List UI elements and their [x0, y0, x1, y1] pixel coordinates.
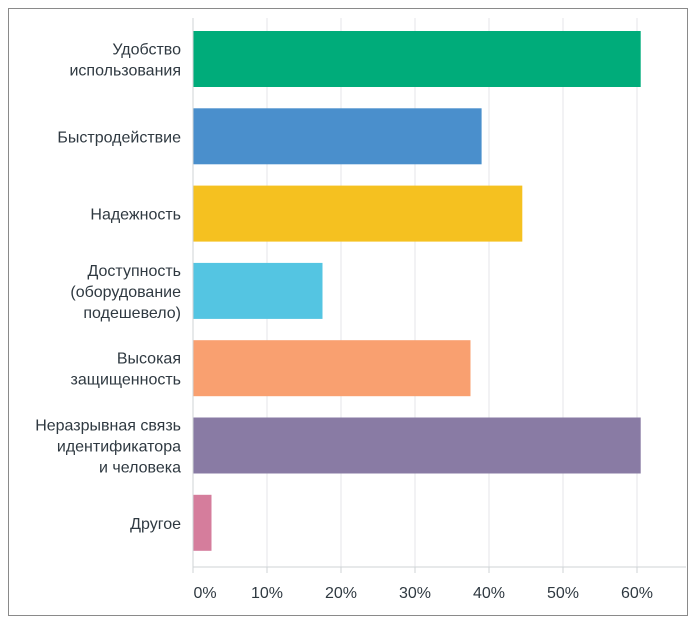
x-axis: 0% 10% 20% 30% 40% 50% 60%	[192, 18, 686, 602]
category-label-line: Другое	[130, 516, 181, 533]
bar	[193, 185, 523, 242]
category-label: Надежность	[90, 207, 181, 224]
category-label: Быстродействие	[57, 129, 181, 146]
x-tick-label: 20%	[325, 585, 357, 602]
x-tick-label: 0%	[193, 585, 216, 602]
category-label-line: идентификатора	[57, 439, 181, 456]
category-label-line: защищенность	[71, 372, 181, 389]
bar	[193, 31, 641, 87]
x-tick-label: 40%	[473, 585, 505, 602]
category-label: Другое	[130, 516, 181, 533]
category-label: Высокая защищенность	[71, 351, 181, 389]
category-label-line: Надежность	[90, 207, 181, 224]
category-label-line: Высокая	[117, 351, 181, 368]
category-label-line: и человека	[99, 460, 181, 477]
category-labels: Удобство использования Быстродействие Надеж…	[35, 42, 181, 533]
category-label-line: подешевело)	[83, 305, 181, 322]
category-label-line: Неразрывная связь	[35, 418, 181, 435]
bar	[193, 417, 641, 474]
bar	[193, 340, 471, 397]
category-label-line: Удобство	[112, 42, 181, 59]
x-tick-label: 60%	[621, 585, 653, 602]
category-label: Удобство использования	[69, 42, 181, 80]
category-label-line: использования	[69, 63, 181, 80]
bar	[193, 494, 212, 551]
category-label: Неразрывная связь идентификатора и человек…	[35, 418, 181, 477]
x-tick-label: 50%	[547, 585, 579, 602]
category-label-line: Быстродействие	[57, 129, 181, 146]
x-tick-label: 30%	[399, 585, 431, 602]
x-tick-label: 10%	[251, 585, 283, 602]
category-label-line: (оборудование	[70, 284, 181, 301]
category-label: Доступность (оборудование подешевело)	[70, 263, 181, 322]
bars	[193, 31, 641, 551]
category-label-line: Доступность	[88, 263, 181, 280]
bar	[193, 262, 323, 319]
bar	[193, 108, 482, 165]
